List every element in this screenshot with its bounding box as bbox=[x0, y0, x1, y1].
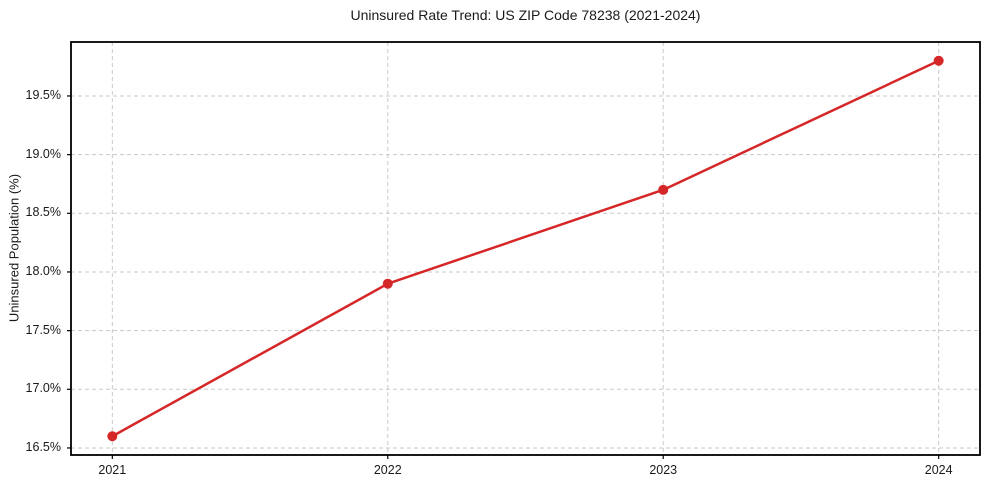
y-tick-label: 19.5% bbox=[25, 87, 61, 102]
data-point-marker bbox=[107, 431, 118, 442]
y-tick-label: 18.0% bbox=[25, 263, 61, 278]
plot-border bbox=[70, 41, 981, 456]
y-tick-label: 18.5% bbox=[25, 205, 61, 220]
y-tick-label: 19.0% bbox=[25, 146, 61, 161]
x-tick-label: 2023 bbox=[649, 463, 678, 477]
x-tick-label: 2021 bbox=[98, 463, 127, 477]
data-point-marker bbox=[382, 278, 393, 289]
x-tick-label: 2022 bbox=[373, 463, 402, 477]
y-tick-label: 16.5% bbox=[25, 439, 61, 454]
data-point-marker bbox=[933, 55, 944, 66]
x-tick-label: 2024 bbox=[924, 463, 953, 477]
trend-line bbox=[111, 59, 940, 438]
y-tick-label: 17.0% bbox=[25, 381, 61, 396]
chart-title: Uninsured Rate Trend: US ZIP Code 78238 … bbox=[350, 7, 701, 23]
data-point-marker bbox=[658, 184, 669, 195]
y-tick-label: 17.5% bbox=[25, 322, 61, 337]
